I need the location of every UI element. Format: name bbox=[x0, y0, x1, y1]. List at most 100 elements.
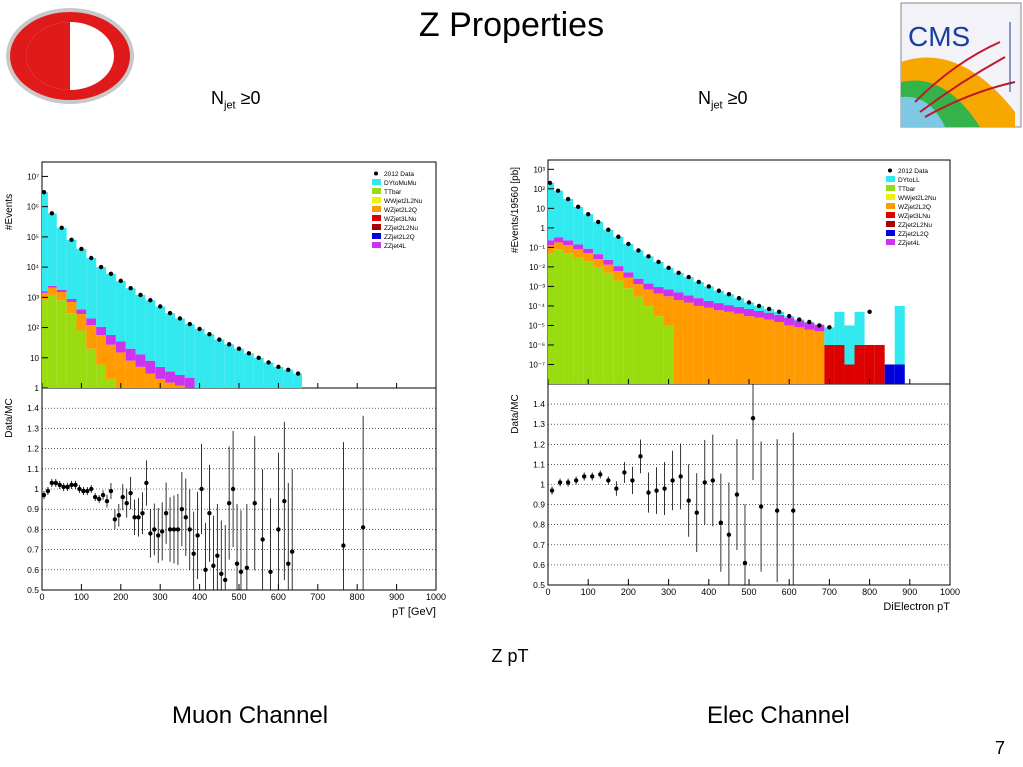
ratio-point bbox=[215, 553, 220, 558]
ratio-point bbox=[49, 480, 55, 486]
ratio-point bbox=[136, 515, 141, 520]
ratio-y-tick-label: 0.6 bbox=[533, 560, 545, 570]
data-point bbox=[69, 237, 74, 243]
legend-swatch bbox=[372, 224, 381, 230]
mc-bar-zzjet4l bbox=[703, 300, 714, 308]
mc-bar-zzjet2l2q bbox=[884, 364, 895, 384]
ratio-point bbox=[670, 478, 675, 483]
ratio-point bbox=[77, 486, 82, 492]
mc-bar-dytomumu bbox=[42, 192, 48, 292]
mc-bar-dytoll bbox=[834, 311, 845, 345]
mc-bar-wzjet2l2q bbox=[613, 271, 624, 281]
ratio-y-tick-label: 1.1 bbox=[27, 464, 39, 474]
elec-caption: Elec Channel bbox=[707, 702, 850, 729]
ratio-y-tick-label: 0.8 bbox=[27, 524, 39, 534]
mc-bar-ttbar bbox=[613, 280, 624, 384]
ratio-y-tick-label: 1.2 bbox=[27, 444, 39, 454]
mc-bar-zzjet4l bbox=[174, 374, 185, 386]
mc-bar-dytoll bbox=[673, 272, 684, 293]
mc-bar-zzjet4l bbox=[764, 312, 775, 320]
x-tick-label: 200 bbox=[621, 587, 636, 597]
mc-bar-zzjet4l bbox=[723, 305, 734, 312]
mc-bar-dytoll bbox=[693, 281, 704, 299]
mc-bar-dytomumu bbox=[96, 267, 107, 327]
ratio-point bbox=[132, 515, 137, 520]
ratio-point bbox=[654, 488, 659, 493]
data-point bbox=[256, 355, 261, 360]
ratio-point bbox=[557, 480, 563, 485]
legend-entry: 2012 Data bbox=[898, 168, 928, 175]
mc-bar-wzjet2l2q bbox=[125, 360, 136, 388]
data-point bbox=[676, 270, 681, 275]
data-point bbox=[626, 241, 631, 247]
elec-njet-label: Njet ≥0 bbox=[698, 88, 748, 112]
slide-title: Z Properties bbox=[418, 6, 605, 44]
mc-bar-dytoll bbox=[613, 236, 624, 267]
ratio-point bbox=[159, 529, 165, 534]
mc-bar-zzjet4l bbox=[653, 287, 664, 294]
mc-bar-zzjet4l bbox=[814, 324, 825, 332]
data-point bbox=[41, 190, 47, 195]
legend-entry: ZZjet2L2Nu bbox=[898, 222, 932, 229]
top-y-tick-label: 10⁴ bbox=[27, 263, 40, 272]
ratio-point bbox=[581, 474, 587, 479]
ratio-point bbox=[211, 563, 216, 568]
data-point bbox=[276, 364, 281, 370]
ratio-y-tick-label: 1.4 bbox=[533, 399, 545, 409]
mc-bar-wzjet2l2q bbox=[764, 319, 775, 384]
data-point bbox=[807, 319, 812, 325]
x-tick-label: 600 bbox=[782, 587, 797, 597]
x-tick-label: 1000 bbox=[426, 592, 446, 602]
data-point bbox=[138, 292, 143, 298]
legend-entry: WWjet2L2Nu bbox=[898, 195, 937, 202]
mc-bar-wzjet2l2q bbox=[42, 292, 48, 301]
ratio-point bbox=[53, 480, 58, 486]
mc-bar-ttbar bbox=[573, 257, 584, 384]
mc-bar-zzjet4l bbox=[573, 244, 584, 250]
top-y-tick-label: 10⁻³ bbox=[529, 282, 545, 291]
mc-bar-zzjet4l bbox=[804, 322, 815, 330]
mc-bar-ttbar bbox=[42, 300, 48, 388]
ratio-point bbox=[69, 482, 74, 488]
x-tick-label: 500 bbox=[231, 592, 246, 602]
mc-bar-dytomumu bbox=[184, 324, 195, 378]
mc-bar-ttbar bbox=[96, 364, 107, 388]
ratio-point bbox=[219, 571, 224, 577]
x-tick-label: 100 bbox=[74, 592, 89, 602]
x-tick-label: 600 bbox=[271, 592, 286, 602]
top-y-tick-label: 10³ bbox=[533, 165, 545, 174]
mc-bar-dytomumu bbox=[106, 273, 116, 335]
ratio-point bbox=[565, 480, 571, 485]
ratio-point bbox=[167, 527, 173, 532]
mc-bar-wzjet2l2q bbox=[86, 325, 97, 349]
data-point bbox=[817, 323, 822, 328]
cms-logo-text: CMS bbox=[908, 21, 970, 52]
ratio-point bbox=[614, 486, 619, 491]
mc-bar-zzjet4l bbox=[643, 283, 654, 290]
ratio-point bbox=[191, 551, 196, 556]
ratio-point bbox=[183, 515, 189, 520]
data-point bbox=[827, 325, 832, 330]
mc-bar-dytomumu bbox=[253, 357, 264, 388]
mc-bar-wzjet2l2q bbox=[165, 382, 175, 388]
top-y-tick-label: 10⁻⁵ bbox=[529, 321, 545, 330]
data-point bbox=[148, 298, 153, 303]
mc-bar-wzjet3lnu bbox=[874, 344, 885, 384]
data-point bbox=[167, 310, 173, 316]
muon-caption: Muon Channel bbox=[172, 702, 329, 729]
ratio-point bbox=[238, 569, 244, 575]
data-point bbox=[295, 371, 301, 376]
data-point bbox=[197, 326, 202, 332]
data-point bbox=[666, 265, 671, 270]
mc-bar-dytomumu bbox=[66, 239, 77, 300]
data-point bbox=[867, 309, 872, 315]
ratio-point bbox=[128, 490, 133, 496]
ratio-plot-frame bbox=[41, 387, 437, 591]
top-y-axis-label: #Events bbox=[4, 194, 15, 230]
ratio-point bbox=[286, 561, 291, 566]
top-y-tick-label: 1 bbox=[541, 224, 546, 233]
mc-bar-wzjet3lnu bbox=[844, 364, 855, 384]
mc-bar-wzjet2l2q bbox=[743, 316, 755, 384]
ratio-point bbox=[100, 492, 106, 498]
data-point bbox=[217, 337, 222, 342]
